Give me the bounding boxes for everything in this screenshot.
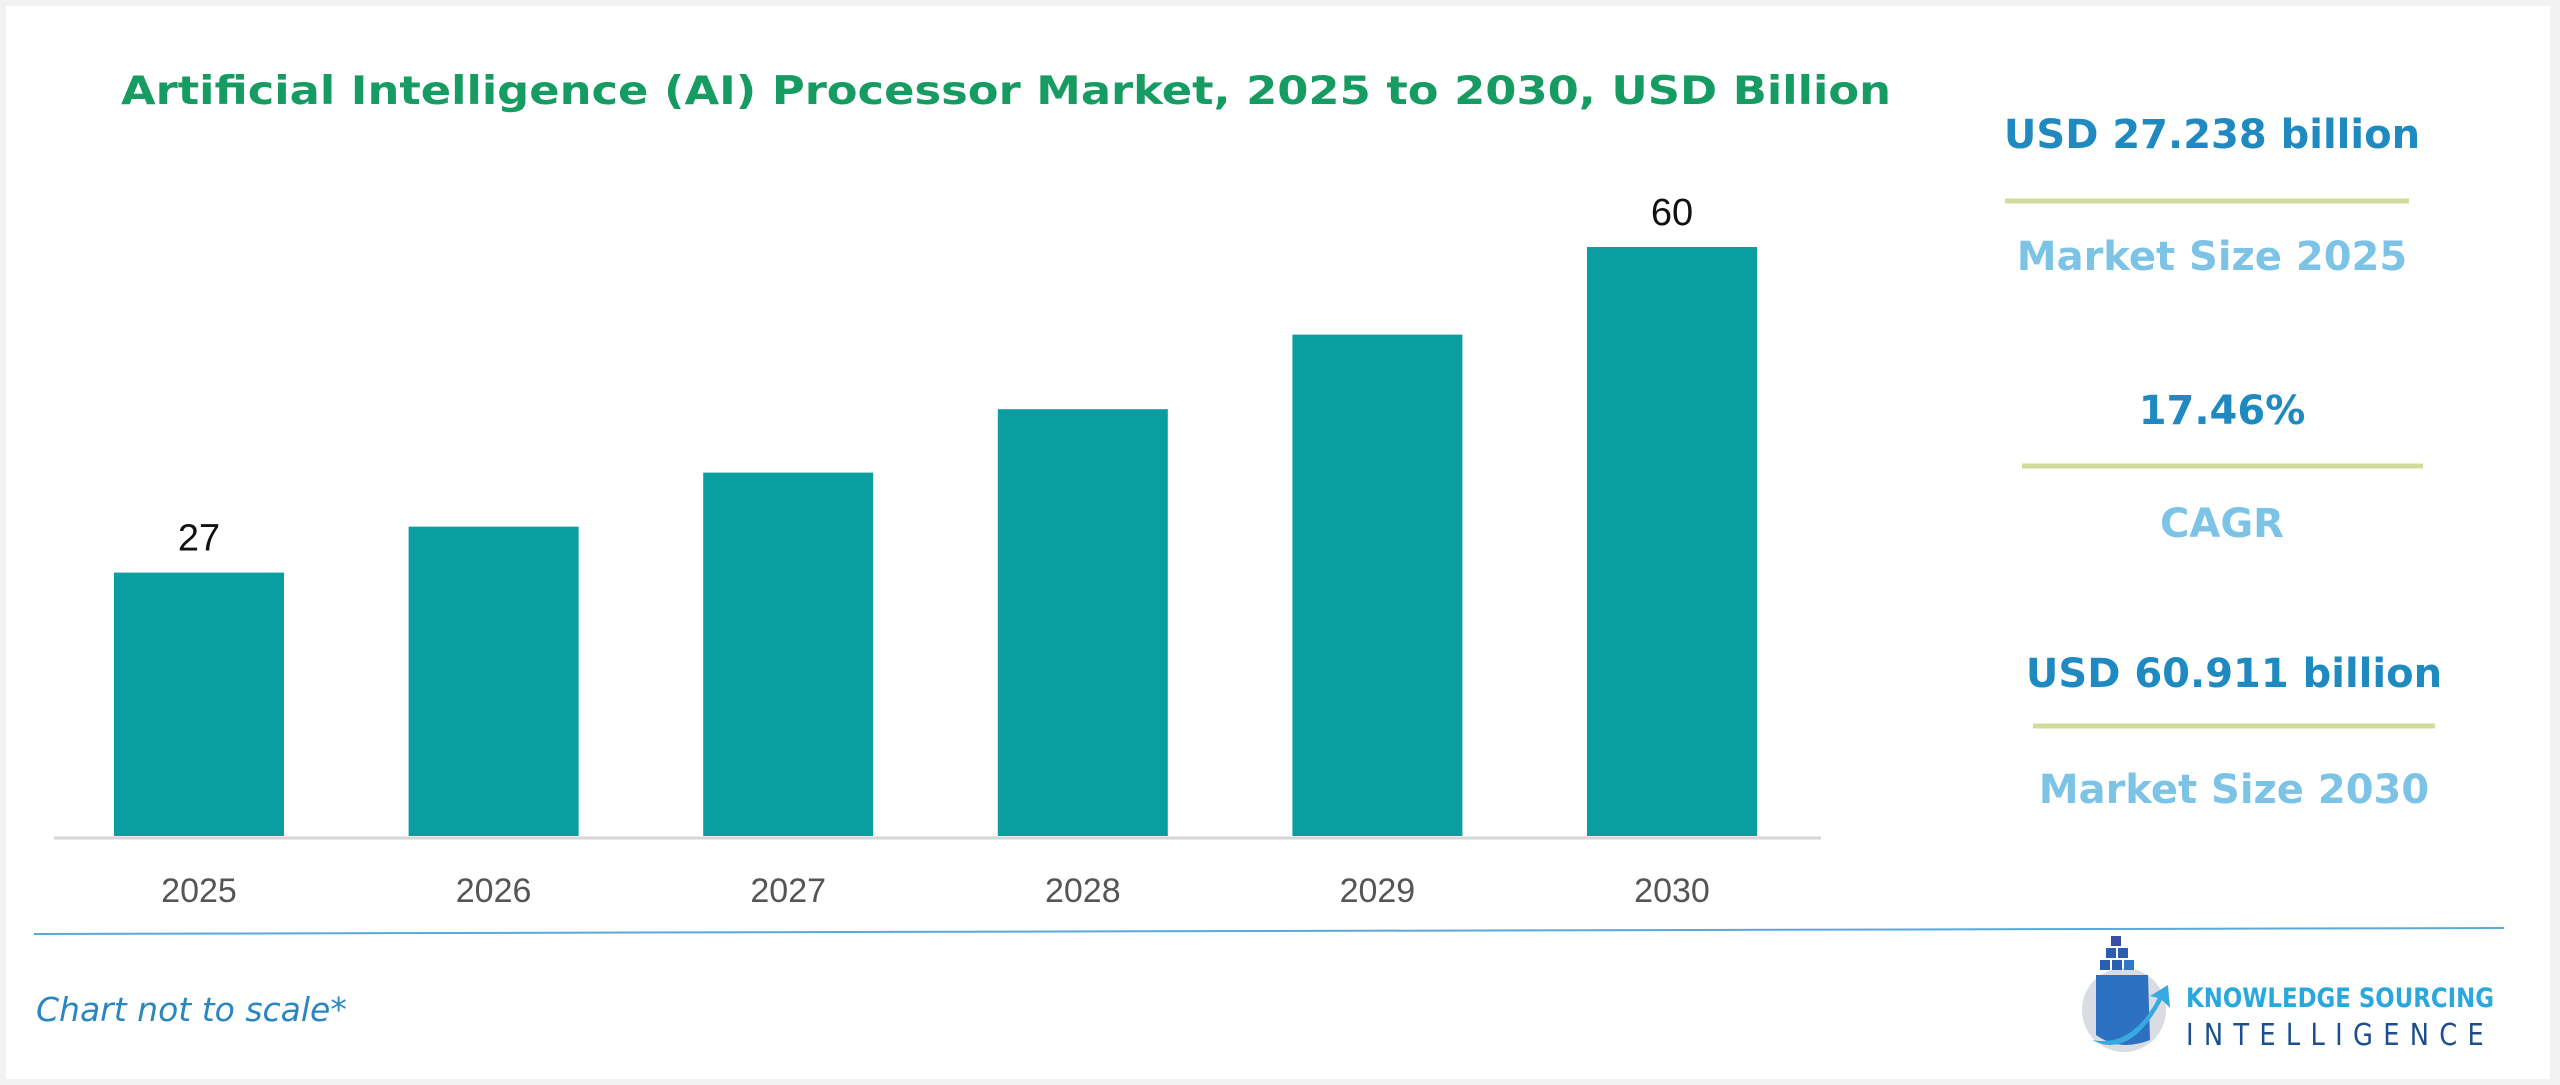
logo-text-line1: KNOWLEDGE SOURCING <box>2186 983 2494 1014</box>
x-tick-labels: 2025 2026 2027 2028 2029 2030 <box>161 872 1710 910</box>
bar-2030 <box>1587 247 1757 836</box>
kpi-market-size-2030-value: USD 60.911 billion <box>2026 651 2442 697</box>
bar-2028 <box>997 409 1168 836</box>
data-label-2030: 60 <box>1651 192 1693 234</box>
x-tick-2027: 2027 <box>750 872 826 910</box>
chart-not-to-scale-note: Chart not to scale* <box>36 990 347 1029</box>
bars-group <box>114 247 1757 836</box>
kpi-cagr-value: 17.46% <box>2139 388 2306 434</box>
x-tick-2029: 2029 <box>1340 872 1416 910</box>
chart-title: Artificial Intelligence (AI) Processor M… <box>121 69 1891 114</box>
x-tick-2025: 2025 <box>161 872 237 910</box>
logo-text-line2: INTELLIGENCE <box>2186 1018 2494 1053</box>
bar-2027 <box>703 472 874 836</box>
x-tick-2030: 2030 <box>1634 872 1710 910</box>
bar-2025 <box>114 572 284 836</box>
kpi-market-size-2025-value: USD 27.238 billion <box>2004 112 2420 158</box>
logo-arrow-icon <box>2092 985 2170 1045</box>
footer-divider <box>33 927 2505 935</box>
bar-2026 <box>408 526 579 836</box>
knowledge-sourcing-logo: KNOWLEDGE SOURCING INTELLIGENCE <box>2082 936 2494 1053</box>
data-label-2025: 27 <box>178 518 220 560</box>
x-tick-2026: 2026 <box>456 872 532 910</box>
kpi-market-size-2025-label: Market Size 2025 <box>2017 234 2407 280</box>
x-tick-2028: 2028 <box>1045 872 1121 910</box>
kpi-market-size-2030-label: Market Size 2030 <box>2039 767 2429 813</box>
data-labels: 27 60 <box>178 192 1693 560</box>
bar-2029 <box>1292 334 1463 836</box>
kpi-cagr-label: CAGR <box>2160 501 2284 547</box>
